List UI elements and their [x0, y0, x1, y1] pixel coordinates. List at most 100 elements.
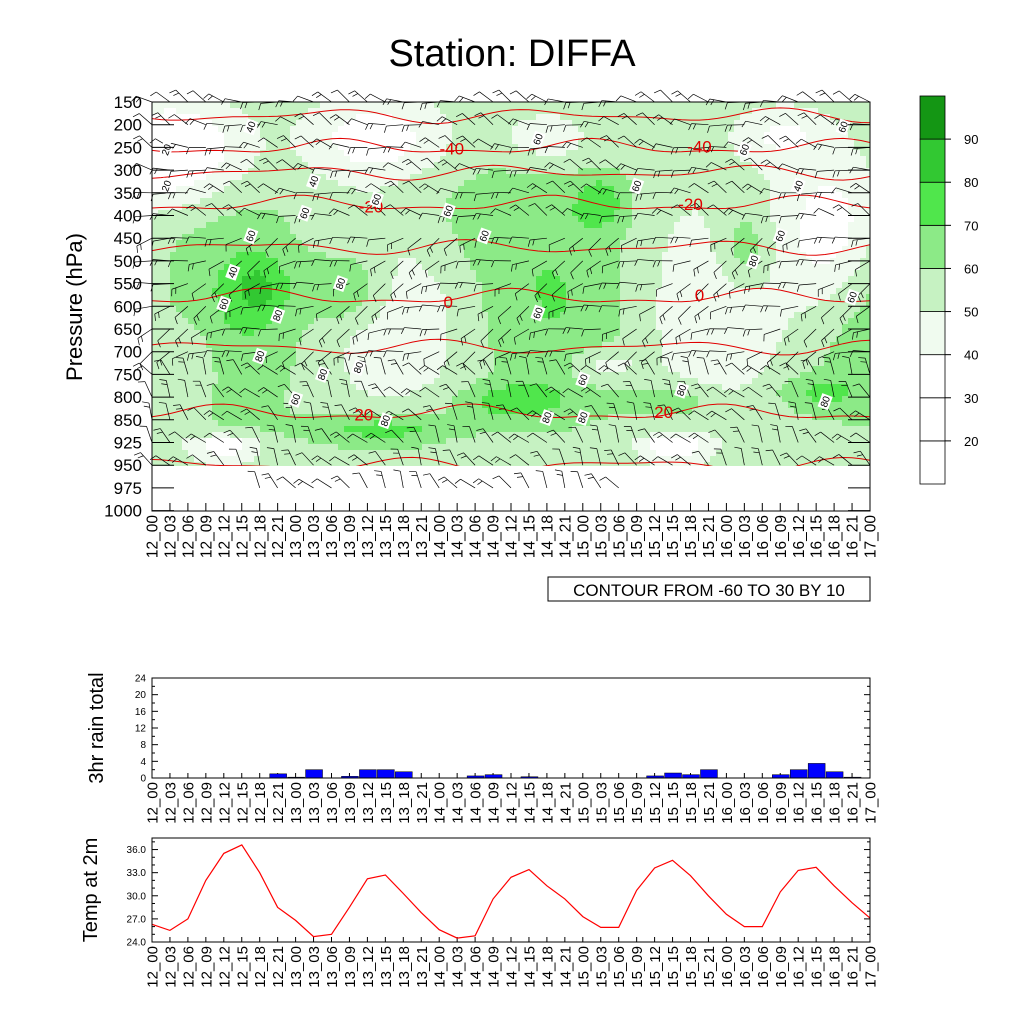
humidity-cell	[254, 210, 261, 217]
humidity-cell	[320, 204, 327, 211]
humidity-cell	[602, 264, 609, 271]
humidity-cell	[830, 264, 837, 271]
humidity-cell	[428, 222, 435, 229]
humidity-cell	[632, 318, 639, 325]
humidity-cell	[572, 240, 579, 247]
humidity-cell	[332, 132, 339, 139]
humidity-cell	[722, 288, 729, 295]
humidity-cell	[794, 216, 801, 223]
humidity-cell	[356, 174, 363, 181]
humidity-cell	[818, 186, 825, 193]
humidity-cell	[530, 324, 537, 331]
humidity-cell	[212, 108, 219, 115]
humidity-cell	[284, 102, 291, 109]
humidity-cell	[398, 138, 405, 145]
humidity-cell	[722, 132, 729, 139]
humidity-cell	[716, 240, 723, 247]
humidity-cell	[746, 228, 753, 235]
humidity-cell	[626, 300, 633, 307]
humidity-cell	[266, 270, 273, 277]
humidity-cell	[632, 138, 639, 145]
humidity-cell	[404, 240, 411, 247]
humidity-cell	[770, 336, 777, 343]
humidity-cell	[410, 186, 417, 193]
humidity-cell	[836, 270, 843, 277]
humidity-cell	[770, 162, 777, 169]
humidity-cell	[506, 270, 513, 277]
humidity-cell	[602, 120, 609, 127]
humidity-cell	[560, 312, 567, 319]
humidity-cell	[620, 108, 627, 115]
humidity-cell	[416, 234, 423, 241]
humidity-cell	[608, 186, 615, 193]
humidity-cell	[566, 132, 573, 139]
humidity-cell	[788, 120, 795, 127]
humidity-cell	[842, 252, 849, 259]
humidity-cell	[410, 234, 417, 241]
humidity-cell	[398, 216, 405, 223]
humidity-cell	[740, 192, 747, 199]
humidity-cell	[326, 228, 333, 235]
humidity-cell	[542, 174, 549, 181]
humidity-cell	[674, 126, 681, 133]
humidity-cell	[680, 114, 687, 121]
humidity-cell	[728, 216, 735, 223]
humidity-cell	[392, 336, 399, 343]
humidity-cell	[548, 156, 555, 163]
humidity-cell	[608, 246, 615, 253]
humidity-cell	[452, 270, 459, 277]
humidity-cell	[188, 246, 195, 253]
humidity-cell	[488, 126, 495, 133]
humidity-cell	[530, 156, 537, 163]
humidity-cell	[290, 156, 297, 163]
humidity-cell	[194, 126, 201, 133]
humidity-cell	[860, 114, 867, 121]
humidity-cell	[440, 156, 447, 163]
humidity-cell	[164, 192, 171, 199]
humidity-cell	[668, 246, 675, 253]
humidity-cell	[188, 294, 195, 301]
humidity-cell	[806, 258, 813, 265]
humidity-cell	[212, 198, 219, 205]
humidity-cell	[464, 156, 471, 163]
humidity-cell	[824, 240, 831, 247]
humidity-cell	[566, 270, 573, 277]
humidity-cell	[242, 336, 249, 343]
humidity-cell	[800, 258, 807, 265]
humidity-cell	[200, 222, 207, 229]
humidity-cell	[818, 282, 825, 289]
humidity-cell	[464, 306, 471, 313]
humidity-cell	[608, 336, 615, 343]
humidity-cell	[506, 324, 513, 331]
humidity-cell	[590, 240, 597, 247]
humidity-cell	[266, 162, 273, 169]
humidity-cell	[770, 192, 777, 199]
humidity-cell	[554, 210, 561, 217]
humidity-cell	[866, 264, 870, 271]
humidity-cell	[836, 252, 843, 259]
humidity-cell	[860, 198, 867, 205]
humidity-cell	[734, 168, 741, 175]
humidity-cell	[704, 288, 711, 295]
humidity-cell	[548, 288, 555, 295]
humidity-cell	[512, 294, 519, 301]
humidity-cell	[506, 318, 513, 325]
humidity-cell	[650, 312, 657, 319]
humidity-cell	[380, 240, 387, 247]
humidity-cell	[758, 180, 765, 187]
humidity-cell	[248, 342, 255, 349]
humidity-cell	[404, 252, 411, 259]
humidity-cell	[248, 318, 255, 325]
humidity-cell	[776, 330, 783, 337]
humidity-cell	[764, 324, 771, 331]
humidity-cell	[842, 228, 849, 235]
humidity-cell	[308, 234, 315, 241]
humidity-cell	[752, 108, 759, 115]
humidity-cell	[554, 264, 561, 271]
humidity-cell	[596, 258, 603, 265]
humidity-cell	[548, 204, 555, 211]
humidity-cell	[740, 240, 747, 247]
humidity-cell	[434, 306, 441, 313]
humidity-cell	[866, 108, 870, 115]
humidity-cell	[332, 102, 339, 109]
